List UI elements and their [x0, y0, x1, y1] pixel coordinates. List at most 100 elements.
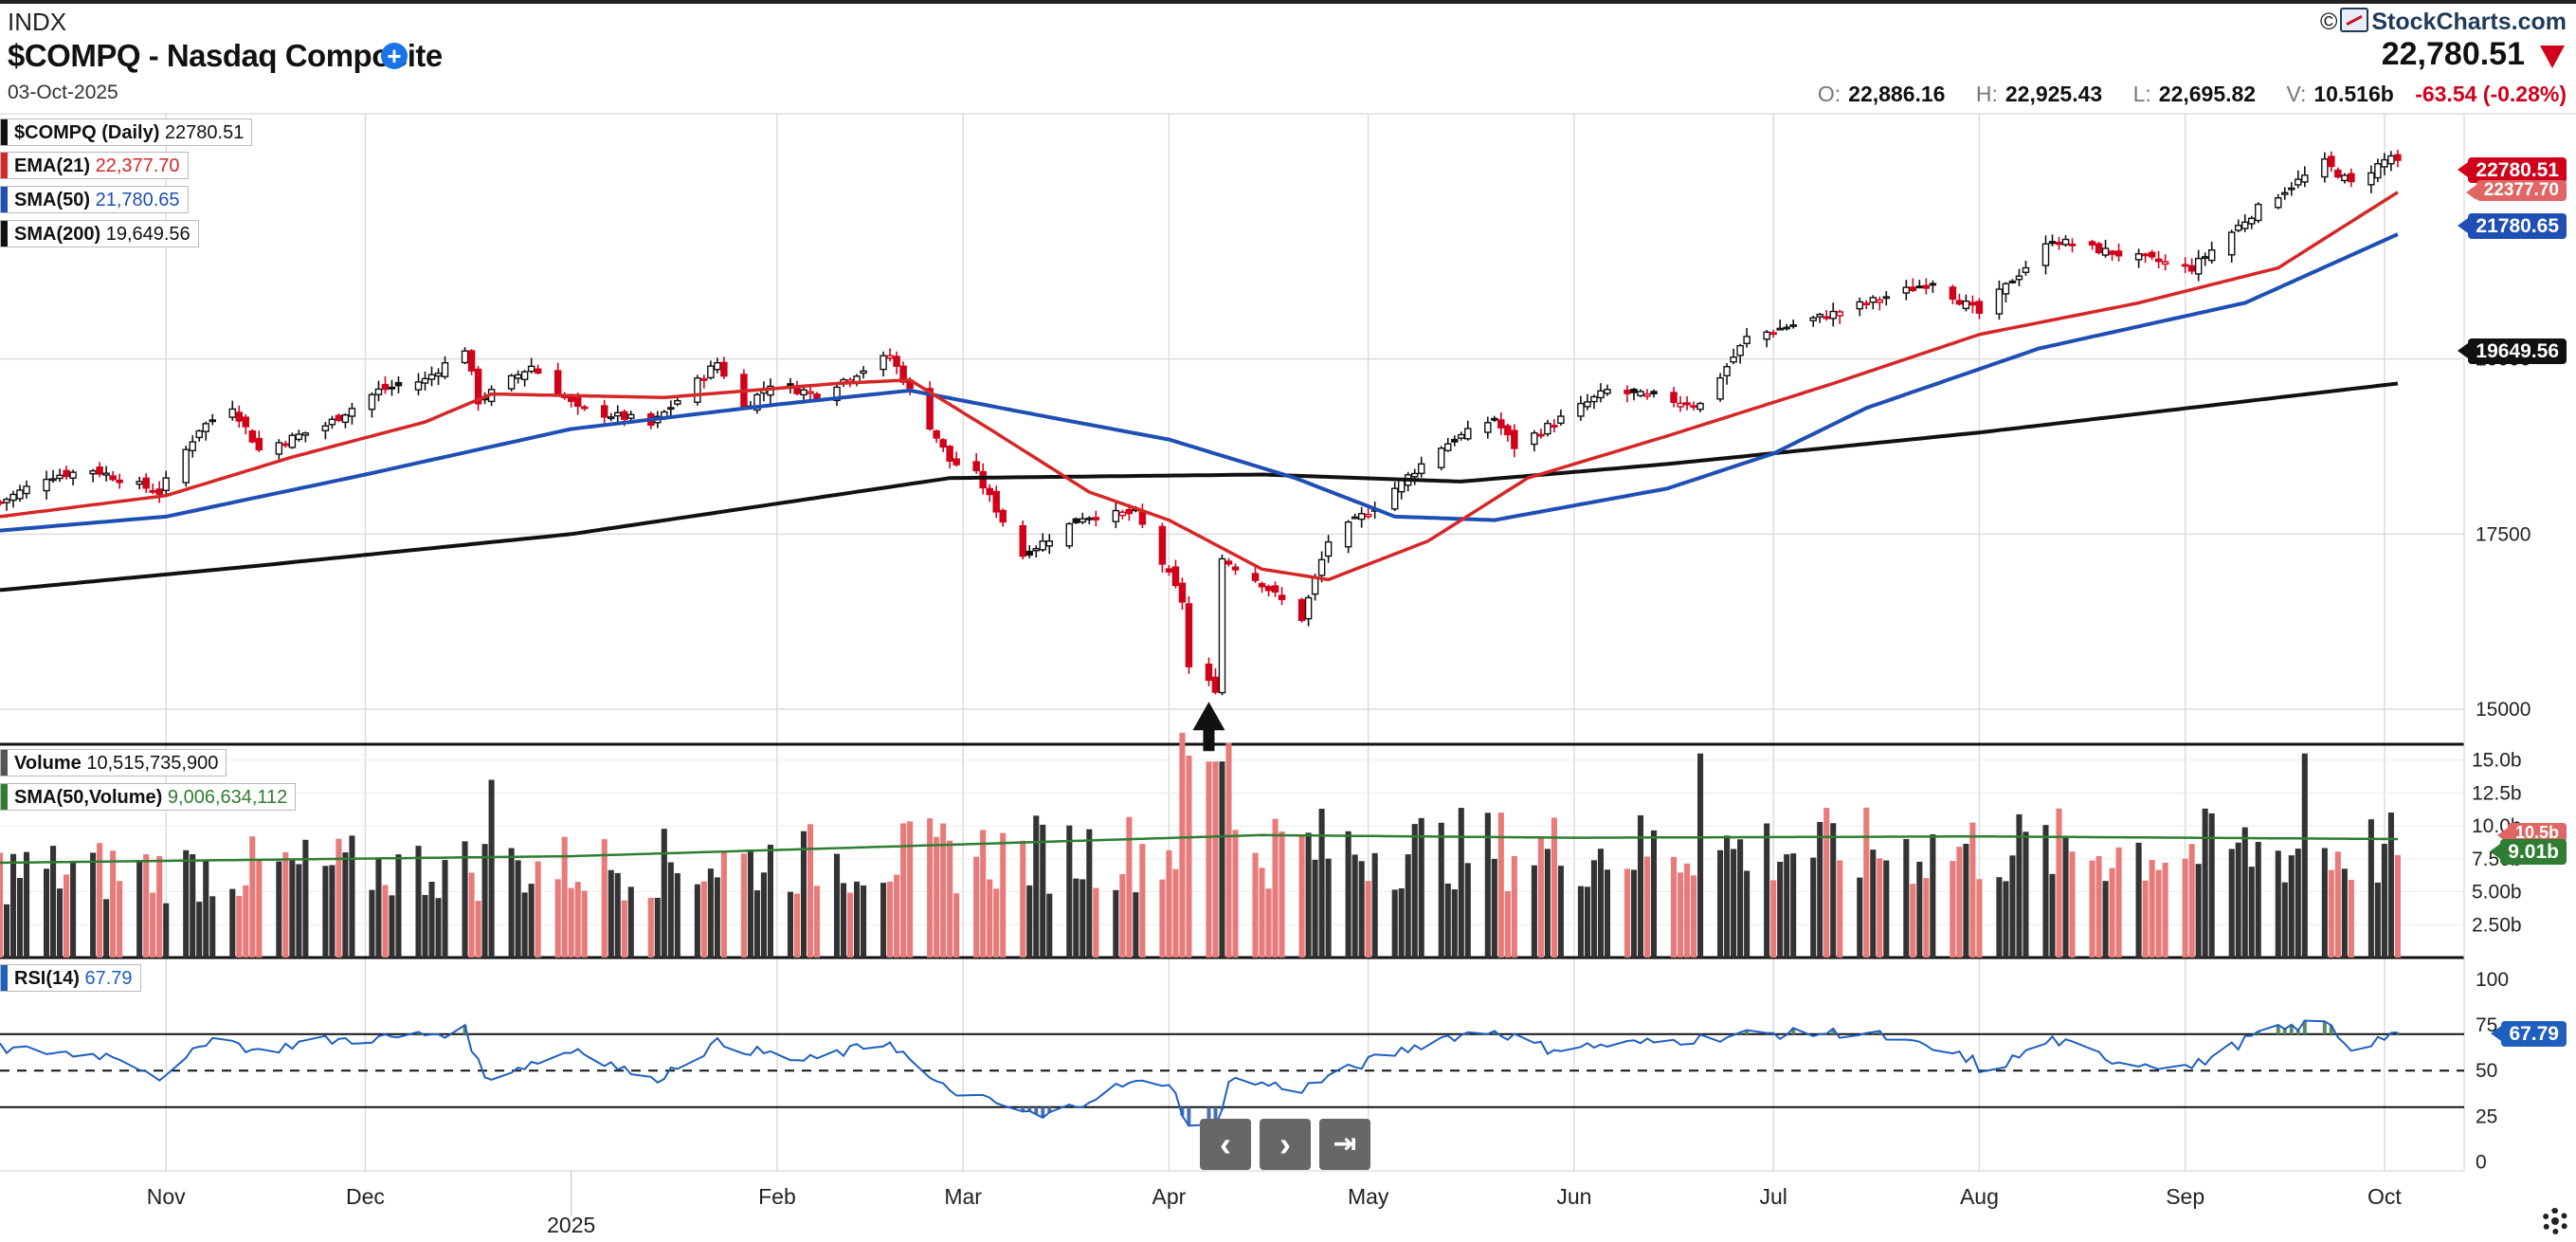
volume-bar	[2288, 855, 2295, 958]
volume-bar	[1643, 856, 1651, 958]
candle-body	[2141, 253, 2150, 257]
settings-gear-icon[interactable]	[2542, 1208, 2568, 1234]
sma50-line	[0, 232, 2399, 533]
candle-body	[694, 377, 701, 403]
volume-bar	[1697, 753, 1704, 958]
month-label: May	[1348, 1184, 1389, 1209]
candle-body	[189, 441, 196, 451]
legend-sma200[interactable]: SMA(200) 19,649.56	[0, 220, 199, 247]
add-plus-icon[interactable]: +	[381, 43, 408, 69]
candle-body	[1158, 525, 1167, 565]
candle-body	[2201, 256, 2209, 260]
volume-bar	[1484, 813, 1491, 958]
volume-bar	[2202, 808, 2208, 958]
candle-body	[2301, 174, 2309, 183]
legend-sma50[interactable]: SMA(50) 21,780.65	[0, 186, 189, 213]
volume-bar	[1325, 858, 1332, 958]
volume-bar	[667, 862, 674, 958]
legend-volume[interactable]: Volume 10,515,735,900	[0, 749, 227, 776]
volume-bar	[927, 818, 934, 958]
month-label: Jul	[1759, 1184, 1787, 1209]
volume-bar	[1531, 865, 1537, 958]
volume-bar	[535, 861, 541, 958]
candle-body	[381, 383, 390, 391]
candle-body	[2101, 247, 2110, 256]
volume-bar	[1040, 824, 1046, 958]
candle-body	[1278, 594, 1286, 601]
candle-body	[1497, 419, 1505, 429]
volume-bar	[627, 886, 634, 958]
candle-body	[1410, 472, 1419, 478]
candle-body	[3, 498, 10, 503]
volume-bar	[16, 878, 24, 958]
volume-bar	[767, 844, 773, 958]
volume-bar	[110, 850, 117, 958]
candle-body	[880, 355, 887, 371]
candle-body	[1789, 324, 1797, 327]
volume-bar	[349, 835, 355, 958]
volume-bar	[813, 886, 821, 958]
volume-bar	[2109, 868, 2115, 958]
volume-bar	[1458, 808, 1464, 958]
candle-body	[1743, 336, 1751, 345]
volume-bar	[70, 862, 77, 958]
legend-volume-sma[interactable]: SMA(50,Volume) 9,006,634,112	[0, 783, 297, 811]
volume-bar	[2235, 842, 2241, 958]
candle-body	[926, 388, 934, 430]
scroll-forward-button[interactable]: ›	[1260, 1119, 1311, 1170]
candle-body	[427, 374, 436, 380]
volume-bar	[1963, 843, 1969, 958]
volume-bar	[1279, 831, 1285, 958]
candle-body	[2288, 187, 2295, 191]
volume-bar	[1910, 884, 1916, 958]
legend-ema21[interactable]: EMA(21) 22,377.70	[0, 152, 189, 179]
candle-body	[2148, 251, 2156, 258]
last-price: 22,780.51	[2381, 36, 2525, 72]
volume-bar	[840, 883, 847, 958]
candle-body	[1065, 522, 1074, 547]
volume-bar	[1272, 818, 1279, 958]
candle-body	[9, 493, 17, 502]
volume-bar	[289, 858, 296, 958]
volume-bar	[1544, 849, 1551, 958]
volume-bar	[1345, 831, 1351, 958]
legend-value: 9,006,634,112	[167, 787, 288, 808]
rsi-tag: 67.79	[2491, 1021, 2567, 1047]
candle-body	[2088, 241, 2096, 246]
legend-price[interactable]: $COMPQ (Daily) 22780.51	[0, 119, 253, 146]
volume-bar	[203, 860, 209, 958]
candle-body	[434, 372, 443, 377]
candle-body	[2227, 231, 2236, 256]
scroll-back-button[interactable]: ‹	[1200, 1119, 1251, 1170]
candle-body	[2108, 250, 2116, 255]
volume-bar	[1557, 866, 1564, 958]
candle-body	[1763, 331, 1770, 340]
month-label: Aug	[1960, 1184, 1999, 1209]
volume-bar	[2182, 858, 2188, 958]
volume-bar	[1265, 888, 1272, 958]
open-value: 22,886.16	[1848, 82, 1946, 106]
candle-body	[714, 361, 721, 371]
legend-rsi[interactable]: RSI(14) 67.79	[0, 964, 141, 992]
volume-bar	[1923, 878, 1930, 958]
volume-bar	[1551, 817, 1557, 958]
ema21-line	[0, 191, 2399, 582]
candle-body	[162, 477, 170, 492]
volume-bar	[1956, 847, 1963, 958]
candle-body	[1218, 557, 1226, 694]
volume-bar	[190, 854, 196, 958]
candle-body	[933, 429, 940, 439]
candle-body	[374, 388, 383, 395]
volume-bar	[561, 836, 568, 958]
volume-bar	[103, 899, 110, 958]
scroll-to-end-button[interactable]: ⇥	[1319, 1119, 1370, 1170]
candle-body	[1444, 443, 1452, 451]
volume-bar	[382, 885, 389, 958]
volume-sma-tag: 9.01b	[2490, 839, 2567, 865]
candle-body	[2281, 192, 2289, 195]
candle-body	[1438, 447, 1445, 468]
volume-bar	[760, 872, 767, 958]
brand-logo[interactable]: © StockCharts.com	[2320, 8, 2567, 36]
volume-bar	[554, 879, 561, 958]
